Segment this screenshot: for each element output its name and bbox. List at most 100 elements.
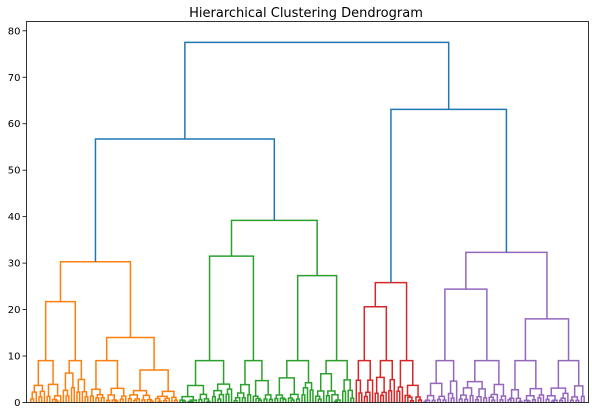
dendrogram-link <box>199 393 208 400</box>
dendrogram-link <box>189 399 198 403</box>
dendrogram-link <box>374 392 379 403</box>
dendrogram-link <box>459 394 467 400</box>
dendrogram-link <box>465 251 548 319</box>
dendrogram-link <box>275 394 284 399</box>
dendrogram-link <box>70 386 76 403</box>
dendrogram-link <box>347 389 354 403</box>
dendrogram-link <box>91 388 101 397</box>
dendrogram-link <box>571 396 579 401</box>
dendrogram-link <box>257 399 263 403</box>
y-tick-label: 70 <box>8 73 21 84</box>
dendrogram-link <box>132 389 148 396</box>
dendrogram-link <box>514 359 537 390</box>
dendrogram-link <box>474 359 500 385</box>
dendrogram-link <box>379 394 385 403</box>
dendrogram-link <box>110 387 125 397</box>
top-merge-link <box>94 138 276 262</box>
chart-title: Hierarchical Clustering Dendrogram <box>189 6 423 21</box>
dendrogram-link <box>507 398 512 403</box>
dendrogram-link <box>500 395 507 403</box>
dendrogram-link <box>95 397 100 403</box>
dendrogram-link <box>179 399 185 403</box>
dendrogram-link <box>423 400 428 403</box>
dendrogram-link <box>529 387 543 396</box>
dendrogram-link <box>114 400 119 403</box>
dendrogram-link <box>478 388 486 398</box>
dendrogram-link <box>424 399 431 403</box>
dendrogram-link <box>464 398 469 403</box>
dendrogram-link <box>106 399 111 403</box>
dendrogram-link <box>84 396 89 403</box>
dendrogram-link <box>64 372 74 391</box>
dendrogram-link <box>301 394 306 403</box>
dendrogram-link <box>469 394 474 403</box>
dendrogram-link <box>358 392 363 403</box>
dendrogram-link <box>154 397 161 403</box>
dendrogram-link <box>426 394 435 401</box>
dendrogram-link <box>234 397 241 403</box>
dendrogram-link <box>525 394 535 401</box>
dendrogram-link <box>526 400 531 403</box>
dendrogram-link <box>30 398 35 403</box>
dendrogram-link <box>431 399 436 403</box>
dendrogram-link <box>146 398 153 403</box>
dendrogram-link <box>95 359 119 390</box>
dendrogram-link <box>399 359 414 388</box>
dendrogram-link <box>96 393 104 398</box>
dendrogram-link <box>537 397 542 403</box>
dendrogram-link <box>186 384 205 397</box>
dendrogram-link <box>76 391 81 403</box>
dendrogram-link <box>230 219 318 276</box>
dendrogram-links <box>30 41 585 403</box>
dendrogram-link <box>213 389 223 397</box>
dendrogram-link <box>309 389 314 403</box>
dendrogram-link <box>37 359 54 386</box>
dendrogram-link <box>573 385 584 397</box>
dendrogram-link <box>379 359 394 380</box>
dendrogram-link <box>342 390 347 403</box>
dendrogram-link <box>375 376 385 394</box>
dendrogram-link <box>562 392 569 403</box>
dendrogram-link <box>296 274 338 361</box>
dendrogram-link <box>325 359 348 380</box>
dendrogram-link <box>194 359 225 386</box>
dendrogram-link <box>447 392 454 403</box>
dendrogram-link <box>161 390 175 398</box>
dendrogram-link <box>100 396 105 403</box>
dendrogram-link <box>264 394 272 400</box>
dendrogram-link <box>120 395 127 403</box>
dendrogram-link <box>357 359 371 381</box>
dendrogram-link <box>157 400 162 403</box>
dendrogram-link <box>233 399 238 403</box>
dendrogram-link <box>404 394 411 403</box>
dendrogram-link <box>77 378 86 393</box>
dendrogram-link <box>396 390 401 403</box>
dendrogram-link <box>181 400 187 403</box>
dendrogram-link <box>407 396 413 403</box>
dendrogram-link <box>252 395 259 403</box>
dendrogram-link <box>119 398 124 403</box>
dendrogram-link <box>46 395 51 403</box>
y-tick-label: 80 <box>8 26 21 37</box>
dendrogram-link <box>141 399 146 403</box>
dendrogram-link <box>325 395 330 403</box>
root-merge-link <box>184 41 450 140</box>
dendrogram-link <box>198 398 203 403</box>
y-tick-label: 40 <box>8 212 21 223</box>
dendrogram-link <box>531 399 537 403</box>
dendrogram-link <box>107 394 116 401</box>
y-tick-label: 10 <box>8 352 21 363</box>
dendrogram-link <box>129 394 139 399</box>
dendrogram-link <box>557 359 580 389</box>
dendrogram-link <box>225 393 230 403</box>
dendrogram-link <box>208 255 255 361</box>
dendrogram-link <box>499 399 504 403</box>
dendrogram-link <box>560 397 566 403</box>
dendrogram-link <box>289 393 299 399</box>
dendrogram-link <box>244 359 263 385</box>
dendrogram-link <box>278 377 296 396</box>
dendrogram-link <box>493 383 505 396</box>
dendrogram-link <box>319 372 333 391</box>
dendrogram-link <box>203 398 210 403</box>
